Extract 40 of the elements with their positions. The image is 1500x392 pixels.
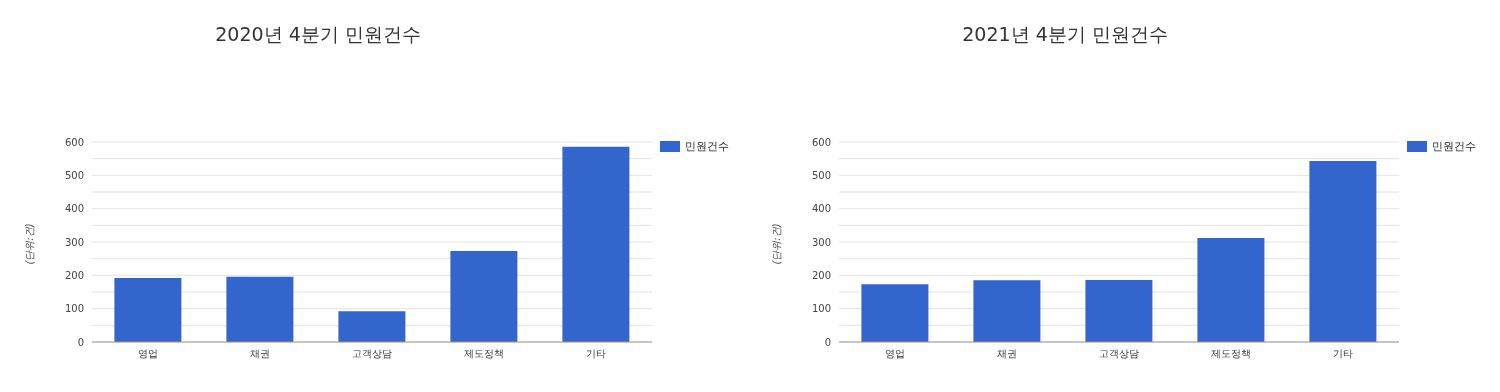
bar — [861, 284, 929, 342]
bar — [1085, 280, 1153, 342]
x-tick-label: 채권 — [997, 348, 1017, 360]
bar — [1197, 238, 1265, 342]
legend-label: 민원건수 — [1432, 139, 1476, 154]
bar — [114, 278, 182, 342]
y-tick-label: 600 — [811, 136, 831, 148]
bar — [338, 311, 406, 342]
x-tick-label: 영업 — [138, 348, 158, 360]
chart-title: 2021년 4분기 민원건수 — [961, 22, 1169, 47]
x-tick-label: 고객상담 — [352, 348, 392, 360]
chart-title: 2020년 4분기 민원건수 — [214, 22, 422, 47]
y-tick-label: 300 — [64, 236, 84, 248]
y-tick-label: 100 — [811, 303, 831, 315]
x-tick-label: 제도정책 — [1211, 348, 1251, 360]
x-tick-label: 고객상담 — [1099, 348, 1139, 360]
y-tick-label: 400 — [811, 203, 831, 215]
bar — [973, 280, 1041, 342]
y-tick-label: 400 — [64, 203, 84, 215]
y-tick-label: 300 — [811, 236, 831, 248]
y-tick-label: 500 — [64, 169, 84, 181]
bar — [562, 146, 630, 342]
y-tick-label: 500 — [811, 169, 831, 181]
legend-label: 민원건수 — [685, 139, 729, 154]
bar — [226, 276, 294, 342]
x-tick-label: 제도정책 — [464, 348, 504, 360]
x-tick-label: 영업 — [885, 348, 905, 360]
y-tick-label: 0 — [77, 336, 84, 348]
x-tick-label: 기타 — [586, 348, 606, 360]
y-tick-label: 600 — [64, 136, 84, 148]
bar — [1309, 161, 1377, 342]
y-tick-label: 0 — [824, 336, 831, 348]
y-axis-title: (단위:건) — [770, 223, 783, 265]
y-tick-label: 200 — [811, 269, 831, 281]
x-tick-label: 채권 — [250, 348, 270, 360]
y-axis-title: (단위:건) — [23, 223, 36, 265]
y-tick-label: 100 — [64, 303, 84, 315]
bar — [450, 251, 518, 342]
y-tick-label: 200 — [64, 269, 84, 281]
x-tick-label: 기타 — [1333, 348, 1353, 360]
